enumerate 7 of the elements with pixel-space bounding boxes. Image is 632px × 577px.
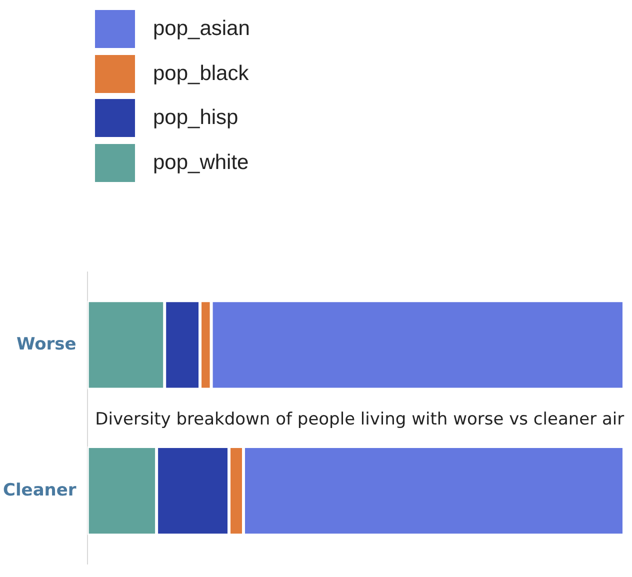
text: Diversity breakdown of people living with worse vs cleaner air — [95, 409, 624, 430]
y-tick-label: Cleaner — [2, 480, 77, 500]
y-tick-label: Worse — [16, 334, 76, 354]
legend-label: pop_asian — [153, 17, 250, 42]
legend-label: pop_white — [153, 150, 249, 175]
legend-label: pop_black — [153, 62, 249, 86]
legend-label: pop_hisp — [153, 106, 238, 130]
